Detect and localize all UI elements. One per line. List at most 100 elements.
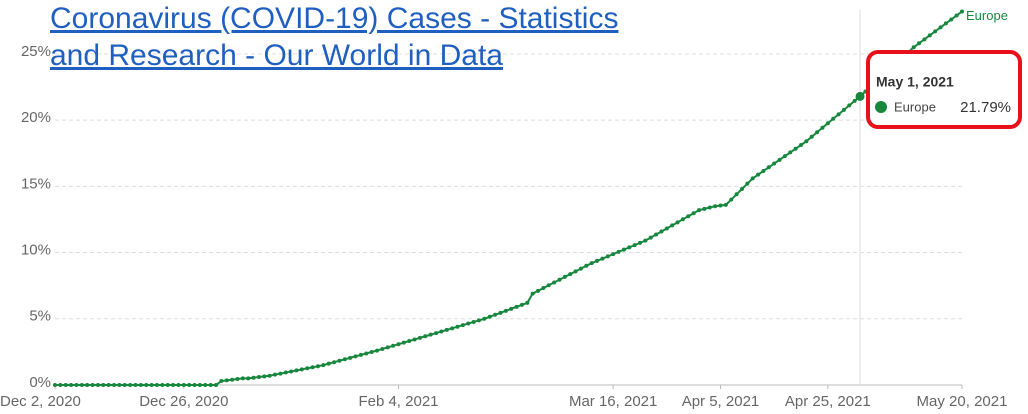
y-tick-label: 20% bbox=[21, 109, 51, 126]
point bbox=[412, 337, 417, 342]
point bbox=[729, 197, 734, 202]
point bbox=[493, 312, 498, 317]
point bbox=[954, 13, 959, 18]
point bbox=[691, 211, 696, 216]
point bbox=[294, 368, 299, 373]
point bbox=[911, 45, 916, 50]
series-label: Europe bbox=[966, 8, 1008, 23]
point bbox=[90, 383, 95, 387]
point bbox=[525, 300, 530, 305]
tooltip-swatch bbox=[875, 101, 887, 113]
point bbox=[144, 383, 149, 387]
point bbox=[487, 314, 492, 319]
y-tick-label: 15% bbox=[21, 175, 51, 192]
point bbox=[514, 304, 519, 309]
point bbox=[756, 172, 761, 177]
point bbox=[772, 161, 777, 166]
point bbox=[214, 383, 219, 387]
link-line[interactable]: Coronavirus (COVID-19) Cases - Statistic… bbox=[50, 2, 619, 35]
point bbox=[246, 376, 251, 381]
point bbox=[841, 107, 846, 112]
point bbox=[267, 373, 272, 378]
link-text[interactable]: Coronavirus (COVID-19) Cases - Statistic… bbox=[50, 0, 618, 74]
x-tick-label: Dec 26, 2020 bbox=[139, 393, 228, 410]
point bbox=[106, 383, 111, 387]
point bbox=[176, 383, 181, 387]
point bbox=[809, 134, 814, 139]
point bbox=[541, 286, 546, 291]
point bbox=[385, 345, 390, 350]
point bbox=[680, 217, 685, 222]
point bbox=[831, 116, 836, 121]
point bbox=[675, 220, 680, 225]
point bbox=[546, 283, 551, 288]
point bbox=[256, 375, 261, 380]
tooltip-series: Europe bbox=[894, 99, 936, 114]
point bbox=[342, 357, 347, 362]
point bbox=[428, 332, 433, 337]
point bbox=[605, 254, 610, 259]
point bbox=[557, 277, 562, 282]
point bbox=[251, 375, 256, 380]
y-tick-label: 5% bbox=[29, 308, 51, 325]
point bbox=[788, 150, 793, 155]
point bbox=[439, 329, 444, 334]
point bbox=[289, 369, 294, 374]
point bbox=[423, 334, 428, 339]
point bbox=[820, 125, 825, 130]
point bbox=[391, 343, 396, 348]
link-line[interactable]: and Research - Our World in Data bbox=[50, 39, 503, 72]
y-tick-label: 10% bbox=[21, 242, 51, 259]
point bbox=[321, 363, 326, 368]
point bbox=[283, 370, 288, 375]
point bbox=[299, 367, 304, 372]
point bbox=[63, 383, 68, 387]
point bbox=[380, 346, 385, 351]
point bbox=[326, 361, 331, 366]
x-tick-label: May 20, 2021 bbox=[917, 393, 1008, 410]
point bbox=[160, 383, 165, 387]
point bbox=[627, 245, 632, 250]
point bbox=[278, 371, 283, 376]
point bbox=[450, 326, 455, 331]
y-tick-label: 25% bbox=[21, 43, 51, 60]
point bbox=[498, 310, 503, 315]
point bbox=[187, 383, 192, 387]
point bbox=[407, 339, 412, 344]
point bbox=[466, 321, 471, 326]
point bbox=[503, 308, 508, 313]
point bbox=[723, 202, 728, 207]
point bbox=[836, 112, 841, 117]
point bbox=[815, 130, 820, 135]
point bbox=[117, 383, 122, 387]
point bbox=[702, 206, 707, 211]
point bbox=[471, 319, 476, 324]
point bbox=[369, 350, 374, 355]
point bbox=[74, 383, 79, 387]
point bbox=[536, 288, 541, 293]
point bbox=[621, 247, 626, 252]
point bbox=[444, 327, 449, 332]
point bbox=[224, 378, 229, 383]
point bbox=[600, 256, 605, 261]
point bbox=[401, 340, 406, 345]
point bbox=[305, 366, 310, 371]
point bbox=[745, 181, 750, 186]
point bbox=[852, 98, 857, 103]
point bbox=[133, 383, 138, 387]
point bbox=[686, 214, 691, 219]
point bbox=[396, 342, 401, 347]
point bbox=[154, 383, 159, 387]
point bbox=[562, 274, 567, 279]
tooltip: May 1, 2021 Europe 21.79% bbox=[866, 50, 1022, 129]
point bbox=[584, 263, 589, 268]
point bbox=[718, 203, 723, 208]
point bbox=[476, 318, 481, 323]
point bbox=[648, 235, 653, 240]
tooltip-date: May 1, 2021 bbox=[876, 74, 954, 90]
point bbox=[219, 379, 224, 384]
point bbox=[777, 157, 782, 162]
point bbox=[847, 103, 852, 108]
